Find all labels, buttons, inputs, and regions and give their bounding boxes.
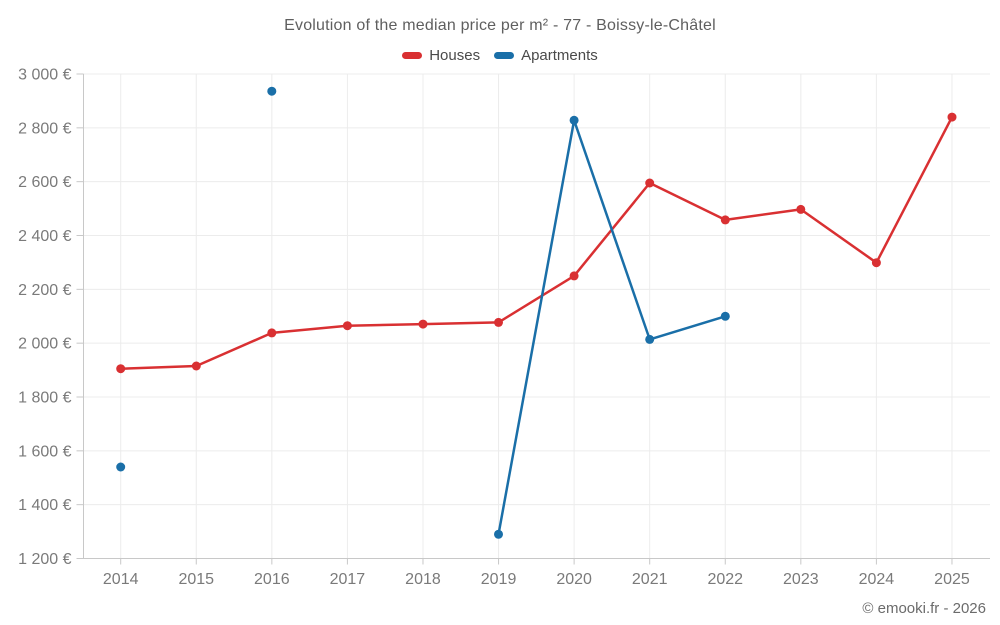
data-point-houses-2014 (116, 364, 126, 374)
chart-title: Evolution of the median price per m² - 7… (284, 17, 716, 34)
data-point-houses-2025 (947, 112, 957, 122)
data-point-apartments-2016 (267, 86, 277, 96)
y-tick-label: 2 800 € (18, 120, 71, 137)
data-point-apartments-2022 (720, 311, 730, 321)
copyright-credit: © emooki.fr - 2026 (862, 600, 986, 617)
legend-item-houses[interactable]: Houses (402, 47, 480, 64)
data-point-apartments-2014 (116, 462, 126, 472)
axes (76, 73, 990, 565)
data-point-apartments-2020 (569, 115, 579, 125)
x-tick-label: 2018 (405, 571, 441, 588)
data-point-houses-2016 (267, 328, 277, 338)
gridlines (83, 73, 990, 559)
x-tick-label: 2020 (556, 571, 592, 588)
y-tick-label: 1 600 € (18, 443, 71, 460)
legend-label-houses: Houses (429, 47, 481, 64)
series-apartments (116, 86, 730, 539)
x-tick-label: 2019 (481, 571, 517, 588)
y-tick-label: 1 200 € (18, 551, 71, 568)
legend-label-apartments: Apartments (521, 47, 598, 64)
x-tick-label: 2017 (330, 571, 366, 588)
x-tick-label: 2014 (103, 571, 139, 588)
data-point-houses-2020 (569, 271, 579, 281)
x-tick-label: 2015 (178, 571, 214, 588)
data-point-apartments-2021 (645, 334, 655, 344)
data-point-houses-2019 (494, 317, 503, 327)
data-point-houses-2015 (191, 361, 201, 371)
y-tick-label: 2 000 € (18, 336, 71, 353)
data-point-apartments-2019 (494, 529, 503, 539)
y-tick-label: 2 600 € (18, 174, 71, 191)
data-point-houses-2017 (342, 321, 352, 331)
legend: Houses Apartments (0, 47, 1000, 64)
x-tick-label: 2016 (254, 571, 290, 588)
apartments-legend-swatch-icon (494, 52, 515, 59)
data-point-houses-2018 (418, 319, 428, 329)
y-tick-label: 1 800 € (18, 390, 71, 407)
y-tick-label: 2 200 € (18, 282, 71, 299)
y-tick-label: 3 000 € (18, 67, 71, 84)
x-tick-label: 2024 (859, 571, 895, 588)
legend-item-apartments[interactable]: Apartments (494, 47, 598, 64)
data-point-houses-2021 (645, 178, 655, 188)
data-point-houses-2023 (796, 204, 806, 214)
series-houses (116, 112, 957, 374)
x-axis-labels: 2014 2015 2016 2017 2018 2019 2020 2021 2022 2023… (103, 571, 970, 588)
houses-legend-swatch-icon (402, 52, 423, 59)
y-tick-label: 1 400 € (18, 497, 71, 514)
y-tick-label: 2 400 € (18, 228, 71, 245)
y-axis-labels: 3 000 € 2 800 € 2 600 € 2 400 € 2 200 € 2 000… (18, 67, 71, 569)
x-tick-label: 2025 (934, 571, 970, 588)
x-tick-label: 2022 (707, 571, 743, 588)
data-point-houses-2022 (720, 215, 730, 225)
data-point-houses-2024 (871, 258, 881, 268)
x-tick-label: 2023 (783, 571, 819, 588)
x-tick-label: 2021 (632, 571, 668, 588)
